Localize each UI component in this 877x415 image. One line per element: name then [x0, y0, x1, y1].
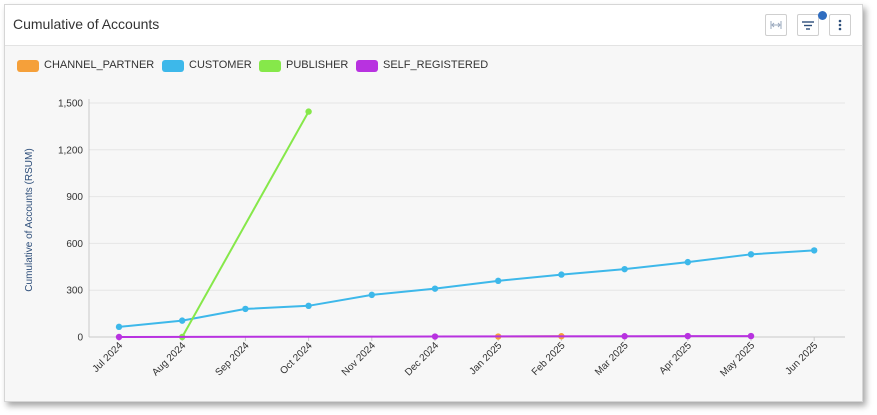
data-point-customer: [747, 251, 755, 258]
legend-label: SELF_REGISTERED: [383, 59, 489, 71]
x-tick-label: Apr 2025: [657, 340, 694, 377]
legend-label: PUBLISHER: [286, 59, 349, 71]
legend-swatch: [17, 60, 39, 72]
data-point-customer: [305, 302, 312, 309]
legend-swatch: [162, 60, 184, 72]
y-tick-label: 900: [66, 192, 83, 203]
fit-width-button[interactable]: [765, 14, 787, 36]
data-point-self-registered: [684, 332, 691, 340]
data-point-self-registered: [431, 333, 439, 340]
data-point-customer: [115, 323, 123, 331]
x-tick-label: May 2025: [718, 340, 757, 379]
data-point-customer: [242, 305, 249, 313]
data-point-self-registered: [747, 332, 755, 340]
data-point-self-registered: [621, 333, 628, 340]
data-point-customer: [621, 265, 628, 273]
legend-swatch: [356, 60, 378, 72]
series-line-publisher: [181, 111, 310, 338]
line-chart: 0 300 600 900 1,200 1,500 Cumulative of Accoun…: [24, 99, 845, 379]
x-tick-label: Dec 2024: [403, 340, 441, 378]
y-tick-label: 600: [66, 239, 83, 250]
more-options-button[interactable]: [829, 14, 851, 36]
y-tick-label: 1,500: [58, 99, 83, 110]
data-point-customer: [558, 271, 565, 278]
data-point-customer: [495, 277, 502, 285]
panel-header: Cumulative of Accounts: [5, 5, 862, 46]
y-axis-title: Cumulative of Accounts (RSUM): [24, 148, 35, 291]
x-tick-label: Aug 2024: [150, 340, 188, 378]
legend-label: CUSTOMER: [189, 59, 252, 71]
chart-title: Cumulative of Accounts: [13, 16, 160, 32]
x-tick-label: Oct 2024: [278, 340, 315, 377]
x-tick-label: Jun 2025: [783, 340, 820, 377]
filter-active-badge: [818, 11, 827, 20]
x-tick-label: Jan 2025: [467, 340, 504, 377]
legend-swatch: [259, 60, 281, 72]
x-tick-label: Nov 2024: [340, 340, 378, 378]
x-tick-label: Sep 2024: [213, 340, 251, 378]
chart-panel: Cumulative of Accounts: [4, 4, 863, 402]
data-point-customer: [684, 258, 691, 266]
y-tick-label: 300: [66, 286, 83, 297]
data-point-publisher: [305, 108, 312, 115]
x-tick-label: Mar 2025: [593, 340, 631, 378]
data-point-customer: [368, 291, 375, 299]
x-tick-label: Jul 2024: [91, 340, 126, 375]
filter-button[interactable]: [797, 14, 819, 36]
data-point-customer: [811, 247, 818, 254]
data-point-customer: [431, 285, 439, 292]
data-point-self-registered: [115, 333, 123, 341]
legend-label: CHANNEL_PARTNER: [44, 59, 155, 71]
x-tick-label: Feb 2025: [530, 340, 568, 378]
series-line-customer: [118, 249, 815, 328]
data-point-customer: [179, 317, 186, 324]
y-tick-label: 1,200: [58, 145, 83, 156]
y-tick-label: 0: [77, 333, 83, 344]
